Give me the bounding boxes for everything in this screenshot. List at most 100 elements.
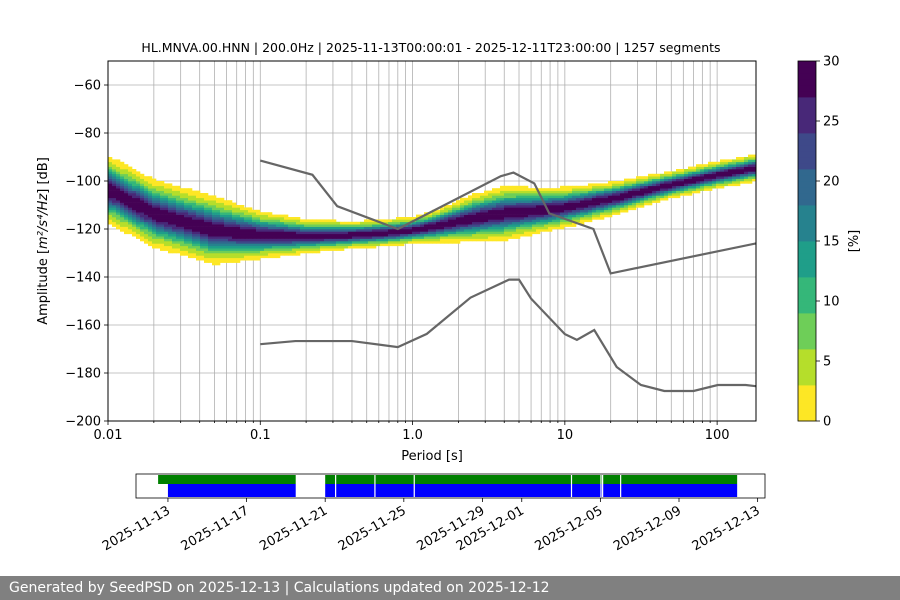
psd-bin — [192, 241, 197, 244]
psd-bin — [596, 212, 601, 215]
psd-bin — [708, 171, 713, 175]
psd-bin — [136, 212, 141, 215]
psd-bin — [216, 229, 221, 232]
psd-bin — [228, 250, 233, 254]
psd-bin — [496, 214, 501, 218]
psd-bin — [444, 229, 449, 232]
psd-bin — [644, 181, 649, 184]
psd-bin — [344, 238, 349, 242]
colorbar-segment — [798, 259, 816, 266]
psd-bin — [448, 207, 453, 211]
psd-bin — [168, 219, 173, 223]
psd-bin — [160, 181, 165, 184]
psd-bin — [436, 214, 441, 218]
psd-bin — [204, 229, 209, 232]
psd-bin — [236, 209, 241, 213]
psd-bin — [248, 217, 253, 220]
psd-bin — [476, 226, 481, 230]
psd-bin — [380, 229, 385, 232]
psd-bin — [580, 221, 585, 225]
psd-bin — [176, 190, 181, 194]
psd-bin — [144, 193, 149, 196]
psd-bin — [568, 200, 573, 203]
psd-bin — [468, 200, 473, 203]
psd-bin — [512, 188, 517, 191]
psd-bin — [176, 229, 181, 232]
psd-bin — [508, 229, 513, 232]
psd-bin — [124, 224, 129, 227]
psd-bin — [204, 224, 209, 227]
psd-bin — [632, 197, 637, 201]
psd-bin — [748, 157, 753, 160]
psd-bin — [664, 178, 669, 182]
psd-bin — [468, 205, 473, 208]
psd-bin — [172, 202, 177, 206]
psd-bin — [116, 205, 121, 208]
psd-bin — [508, 188, 513, 191]
psd-bin — [464, 224, 469, 227]
psd-bin — [136, 205, 141, 208]
psd-bin — [604, 212, 609, 215]
psd-bin — [500, 212, 505, 215]
psd-bin — [392, 224, 397, 227]
y-axis-label-units: m²/s⁴/Hz — [36, 193, 51, 249]
psd-bin — [196, 238, 201, 242]
psd-bin — [164, 238, 169, 242]
psd-bin — [212, 207, 217, 211]
psd-bin — [632, 193, 637, 196]
y-axis-label-part: Amplitude [ — [36, 249, 51, 325]
psd-bin — [684, 178, 689, 182]
psd-bin — [204, 209, 209, 213]
psd-bin — [260, 245, 265, 249]
psd-bin — [240, 217, 245, 220]
psd-bin — [464, 236, 469, 239]
psd-bin — [176, 233, 181, 237]
psd-bin — [180, 233, 185, 237]
psd-bin — [276, 217, 281, 220]
colorbar-segment — [798, 223, 816, 230]
psd-bin — [660, 183, 665, 187]
psd-bin — [120, 176, 125, 179]
psd-bin — [704, 188, 709, 191]
psd-bin — [544, 190, 549, 194]
psd-bin — [500, 217, 505, 220]
psd-bin — [232, 233, 237, 237]
psd-bin — [664, 181, 669, 184]
psd-bin — [132, 171, 137, 175]
psd-bin — [120, 188, 125, 191]
psd-bin — [436, 238, 441, 242]
psd-bin — [152, 188, 157, 191]
psd-bin — [224, 241, 229, 244]
psd-bin — [540, 205, 545, 208]
psd-bin — [648, 195, 653, 199]
psd-bin — [740, 169, 745, 172]
psd-bin — [196, 209, 201, 213]
psd-bin — [156, 202, 161, 206]
psd-bin — [224, 200, 229, 203]
psd-bin — [220, 260, 225, 263]
psd-bin — [696, 169, 701, 172]
psd-bin — [544, 224, 549, 227]
psd-bin — [268, 241, 273, 244]
psd-bin — [628, 197, 633, 201]
psd-bin — [212, 226, 217, 230]
psd-bin — [232, 245, 237, 249]
psd-bin — [228, 238, 233, 242]
psd-bin — [716, 181, 721, 184]
psd-bin — [720, 166, 725, 170]
psd-bin — [388, 241, 393, 244]
psd-bin — [224, 217, 229, 220]
psd-bin — [580, 207, 585, 211]
psd-bin — [432, 236, 437, 239]
psd-bin — [472, 209, 477, 213]
colorbar-segment — [798, 121, 816, 128]
psd-bin — [148, 221, 153, 225]
psd-bin — [680, 181, 685, 184]
psd-bin — [200, 214, 205, 218]
psd-bin — [448, 224, 453, 227]
psd-bin — [724, 178, 729, 182]
psd-bin — [200, 224, 205, 227]
psd-bin — [184, 221, 189, 225]
psd-bin — [188, 217, 193, 220]
y-tick-label: −120 — [65, 223, 101, 238]
